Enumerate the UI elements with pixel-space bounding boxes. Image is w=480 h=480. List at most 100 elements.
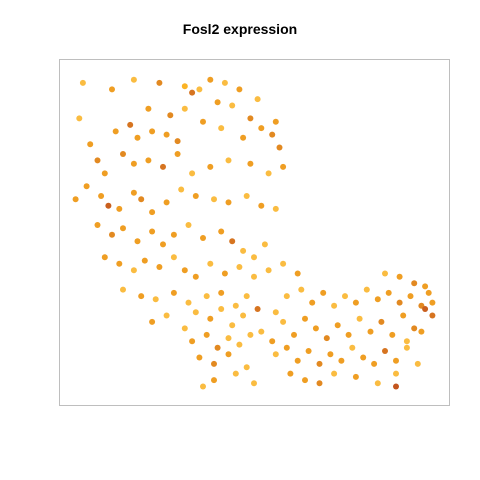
data-point xyxy=(272,351,279,358)
data-point xyxy=(232,302,239,309)
data-point xyxy=(218,228,225,235)
data-point xyxy=(116,205,123,212)
data-point xyxy=(240,134,247,141)
data-point xyxy=(170,254,177,261)
data-point xyxy=(280,260,287,267)
data-point xyxy=(254,96,261,103)
data-point xyxy=(149,128,156,135)
data-point xyxy=(287,370,294,377)
data-point xyxy=(156,79,163,86)
data-point xyxy=(258,328,265,335)
data-point xyxy=(280,163,287,170)
data-point xyxy=(240,312,247,319)
data-point xyxy=(178,186,185,193)
data-point xyxy=(272,205,279,212)
data-point xyxy=(229,322,236,329)
data-point xyxy=(425,289,432,296)
data-point xyxy=(218,289,225,296)
data-point xyxy=(185,222,192,228)
data-point xyxy=(225,199,232,206)
data-point xyxy=(138,196,145,203)
data-points xyxy=(72,76,436,390)
data-point xyxy=(207,76,214,83)
data-point xyxy=(196,86,203,93)
data-point xyxy=(130,267,137,274)
data-point xyxy=(214,99,221,106)
data-point xyxy=(382,270,388,277)
data-point xyxy=(247,160,254,167)
data-point xyxy=(192,273,199,280)
data-point xyxy=(276,144,283,151)
data-point xyxy=(207,163,214,170)
data-point xyxy=(400,312,407,319)
data-point xyxy=(211,360,217,367)
data-point xyxy=(211,196,217,203)
data-point xyxy=(98,193,105,199)
data-point xyxy=(396,273,403,280)
plot-frame xyxy=(59,59,450,406)
data-point xyxy=(163,131,170,138)
data-point xyxy=(251,380,257,387)
data-point xyxy=(232,370,239,377)
data-point xyxy=(393,357,399,364)
data-point xyxy=(196,354,203,361)
data-point xyxy=(130,189,137,196)
data-point xyxy=(429,299,436,306)
data-point xyxy=(149,228,156,235)
data-point xyxy=(374,296,381,303)
data-point xyxy=(389,331,396,338)
data-point xyxy=(269,131,276,138)
data-point xyxy=(302,315,308,322)
data-point xyxy=(243,364,250,371)
data-point xyxy=(225,157,232,164)
data-point xyxy=(163,312,170,319)
data-point xyxy=(203,331,210,338)
data-point xyxy=(403,338,410,345)
data-point xyxy=(120,286,126,293)
data-point xyxy=(94,157,101,164)
data-point xyxy=(265,267,272,274)
data-point xyxy=(181,325,188,332)
data-point xyxy=(331,370,338,377)
data-point xyxy=(152,296,159,303)
data-point xyxy=(207,260,214,267)
data-point xyxy=(149,318,156,325)
data-point xyxy=(192,309,199,316)
data-point xyxy=(145,157,152,164)
data-point xyxy=(138,293,145,300)
data-point xyxy=(378,318,385,325)
data-point xyxy=(130,76,137,83)
data-point xyxy=(352,373,359,380)
data-point xyxy=(203,293,210,300)
data-point xyxy=(170,231,177,238)
data-point xyxy=(167,112,174,119)
data-point xyxy=(243,193,250,199)
data-point xyxy=(72,196,79,203)
data-point xyxy=(294,357,301,364)
data-point xyxy=(360,354,367,361)
data-point xyxy=(156,264,163,270)
data-point xyxy=(174,151,181,157)
data-point xyxy=(334,322,341,329)
data-point xyxy=(120,151,126,157)
data-point xyxy=(160,241,166,248)
data-point xyxy=(79,79,86,86)
data-point xyxy=(251,254,257,261)
data-point xyxy=(145,105,152,112)
data-point xyxy=(374,380,381,387)
data-point xyxy=(134,134,141,141)
data-point xyxy=(109,86,115,93)
data-point xyxy=(116,260,123,267)
data-point xyxy=(211,377,217,384)
data-point xyxy=(265,170,272,177)
data-point xyxy=(411,280,418,287)
data-point xyxy=(261,241,268,248)
data-point xyxy=(323,335,330,342)
data-point xyxy=(251,273,257,280)
data-point xyxy=(200,235,206,241)
data-point xyxy=(181,105,188,112)
data-point xyxy=(316,380,323,387)
data-point xyxy=(280,318,287,325)
data-point xyxy=(192,193,199,199)
data-point xyxy=(429,312,436,319)
